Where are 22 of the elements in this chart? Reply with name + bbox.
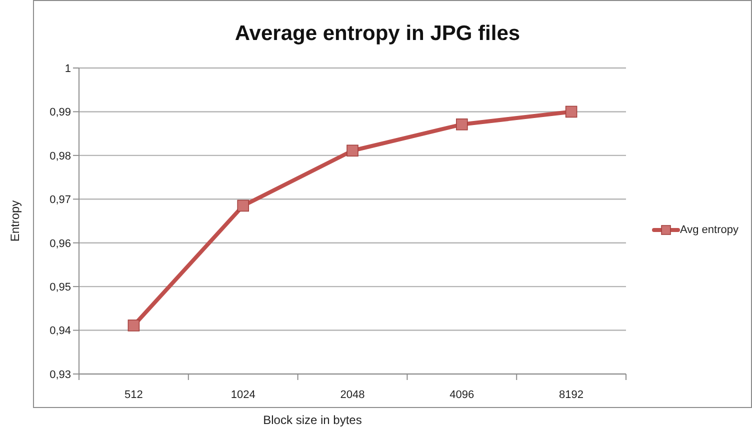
y-tick-label: 0,95: [50, 281, 71, 294]
x-tick-label: 8192: [559, 388, 584, 401]
y-tick-label: 0,99: [50, 106, 71, 119]
x-tick-label: 512: [124, 388, 143, 401]
chart-title: Average entropy in JPG files: [234, 22, 520, 45]
y-axis-title: Entropy: [8, 200, 22, 242]
point: [346, 144, 358, 157]
x-tick-label: 1024: [230, 388, 256, 401]
y-tick-label: 0,97: [50, 194, 71, 206]
legend-label: Avg entropy: [680, 224, 739, 236]
x-axis-title: Block size in bytes: [263, 413, 362, 427]
x-tick-label: 2048: [340, 388, 365, 401]
y-tick-label: 0,94: [50, 325, 71, 338]
y-tick-label: 0,98: [50, 150, 71, 162]
y-tick-label: 0,96: [50, 238, 71, 250]
y-tick-label: 1: [64, 62, 71, 75]
point: [128, 320, 140, 332]
point: [565, 106, 578, 118]
x-tick-label: 4096: [450, 388, 474, 401]
point: [456, 118, 468, 130]
point: [237, 200, 249, 212]
y-tick-label: 0,93: [50, 368, 71, 381]
